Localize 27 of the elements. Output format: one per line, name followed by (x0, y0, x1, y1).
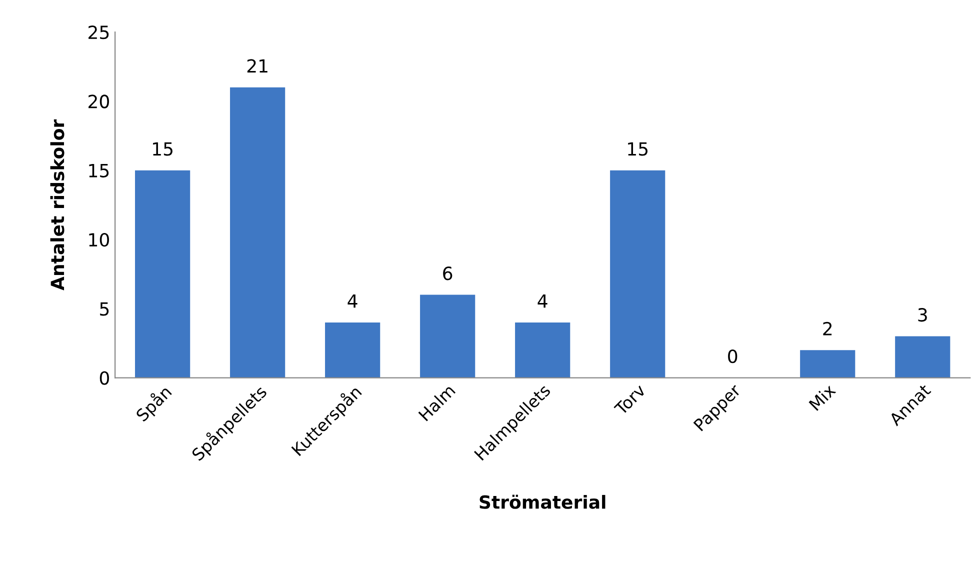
data-label: 4 (348, 294, 358, 308)
bar (515, 322, 570, 378)
y-tick-label: 25 (88, 26, 109, 40)
x-axis-title: Strömaterial (480, 494, 606, 509)
bar (325, 322, 380, 378)
x-tick-label: Mix (808, 383, 836, 411)
y-tick-label: 0 (100, 371, 109, 385)
data-label: 0 (728, 350, 738, 364)
bar (610, 170, 666, 378)
data-label: 15 (153, 142, 172, 156)
bar (135, 170, 190, 378)
data-label: 3 (918, 308, 927, 322)
y-tick-label: 5 (100, 302, 109, 316)
data-label: 4 (538, 294, 548, 308)
y-axis-title: Antalet ridskolor (50, 119, 64, 290)
data-label: 2 (823, 322, 832, 336)
data-label: 15 (628, 142, 648, 156)
y-tick-label: 10 (89, 232, 109, 247)
bar (420, 294, 476, 378)
data-label: 21 (247, 59, 268, 73)
bar (230, 87, 286, 378)
bar (800, 350, 856, 378)
bar (895, 336, 950, 378)
y-tick-label: 20 (88, 94, 109, 108)
data-label: 6 (443, 266, 452, 280)
x-tick-label: Torv (614, 383, 646, 416)
y-tick-label: 15 (89, 164, 109, 178)
